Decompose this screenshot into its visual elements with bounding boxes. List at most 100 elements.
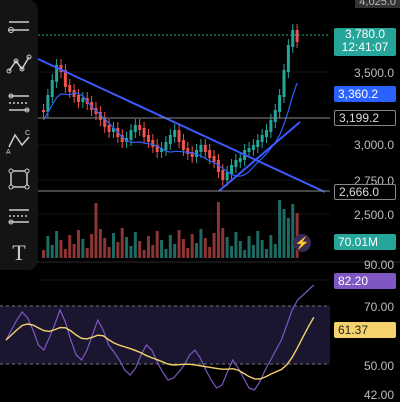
candle-body: [195, 150, 199, 157]
volume-bar: [155, 231, 159, 258]
bar-countdown: 12:41:07: [341, 40, 389, 54]
candle-body: [76, 95, 80, 102]
candle-body: [291, 30, 295, 47]
candle-body: [212, 156, 216, 162]
text-tool[interactable]: T: [0, 238, 38, 268]
volume-bar: [94, 203, 98, 258]
price-tick: 2,500.0: [353, 208, 394, 222]
svg-text:A: A: [6, 149, 11, 155]
rsi-tick: 50.00: [363, 359, 394, 373]
rsi-ma-line: [5, 316, 315, 380]
candle-body: [160, 148, 164, 152]
trend-line-tool[interactable]: [0, 11, 38, 41]
candle-body: [46, 95, 50, 112]
volume-bar: [103, 238, 107, 258]
rectangle-tool-icon: [8, 168, 30, 190]
volume-bar: [168, 235, 172, 258]
volume-bar: [203, 238, 207, 258]
level-2-tag: 2,666.0: [334, 184, 396, 200]
candle-body: [247, 148, 251, 152]
volume-bar: [63, 249, 67, 258]
candle-body: [68, 85, 72, 92]
volume-bars: [42, 200, 299, 258]
rsi-line: [5, 284, 315, 391]
volume-bar: [273, 244, 277, 258]
abcd-pattern-tool[interactable]: A C: [0, 126, 38, 156]
last-price-tag: 3,780.0 12:41:07: [334, 28, 396, 56]
candle-body: [282, 70, 286, 97]
candle-body: [103, 118, 107, 127]
candle-body: [251, 145, 255, 150]
volume-bar: [238, 241, 242, 258]
candle-body: [273, 110, 277, 122]
candle-body: [203, 145, 207, 152]
lightning-icon[interactable]: ⚡: [293, 234, 311, 252]
volume-bar: [81, 239, 85, 258]
volume-bar: [186, 248, 190, 258]
volume-bar: [251, 245, 255, 258]
rsi-tick: 70.00: [363, 300, 394, 314]
candle-body: [234, 160, 238, 167]
volume-bar: [173, 244, 177, 258]
volume-bar: [42, 250, 45, 258]
volume-bar: [107, 247, 111, 258]
volume-bar: [46, 236, 50, 258]
volume-bar: [181, 239, 185, 258]
volume-bar: [212, 233, 216, 258]
candle-body: [111, 128, 115, 132]
candle-body: [225, 172, 229, 180]
candle-body: [230, 165, 234, 174]
fib-retracement-tool[interactable]: [0, 88, 38, 118]
volume-bar: [125, 237, 129, 258]
price-tick: 3,000.0: [353, 138, 394, 152]
volume-bar: [221, 228, 225, 258]
candle-body: [59, 65, 63, 72]
candle-body: [151, 140, 155, 147]
volume-bar: [50, 245, 54, 258]
candle-body: [55, 65, 59, 82]
last-price-value: 3,780.0: [344, 27, 386, 41]
candle-body: [265, 130, 269, 137]
text-tool-icon: T: [12, 240, 26, 265]
volume-bar: [256, 231, 260, 258]
level-1-tag: 3,199.2: [334, 110, 396, 126]
rsi-tick: 90.00: [363, 258, 394, 272]
trend-line-down: [37, 58, 326, 193]
candle-body: [238, 158, 242, 162]
volume-bar: [278, 200, 282, 258]
candle-body: [129, 130, 133, 140]
volume-bar: [190, 234, 194, 258]
pattern-tool[interactable]: [0, 50, 38, 80]
rsi-ma-value-tag: 61.37: [334, 322, 396, 338]
candle-body: [256, 140, 260, 147]
volume-bar: [265, 249, 269, 258]
candle-body: [269, 120, 273, 132]
trend-line-up: [218, 121, 301, 192]
volume-bar: [291, 204, 295, 258]
parallel-channel-tool[interactable]: [0, 201, 38, 231]
volume-bar: [129, 246, 133, 258]
candle-body: [177, 130, 181, 142]
candle-body: [173, 130, 177, 137]
candle-body: [138, 125, 142, 130]
volume-bar: [98, 229, 102, 258]
volume-bar: [243, 250, 247, 258]
volume-bar: [177, 230, 181, 258]
candle-body: [221, 170, 225, 180]
volume-bar: [111, 233, 115, 258]
candle-body: [199, 145, 203, 152]
candle-body: [133, 125, 137, 132]
volume-bar: [199, 229, 203, 258]
volume-tag: 70.01M: [334, 234, 396, 250]
candle-body: [107, 125, 111, 132]
volume-bar: [68, 235, 72, 258]
moving-average-line: [42, 82, 298, 177]
volume-bar: [133, 232, 137, 258]
volume-bar: [208, 247, 212, 258]
volume-bar: [55, 231, 59, 258]
volume-bar: [146, 236, 150, 258]
rectangle-tool[interactable]: [0, 164, 38, 194]
candle-body: [164, 142, 168, 150]
volume-bar: [138, 241, 142, 258]
